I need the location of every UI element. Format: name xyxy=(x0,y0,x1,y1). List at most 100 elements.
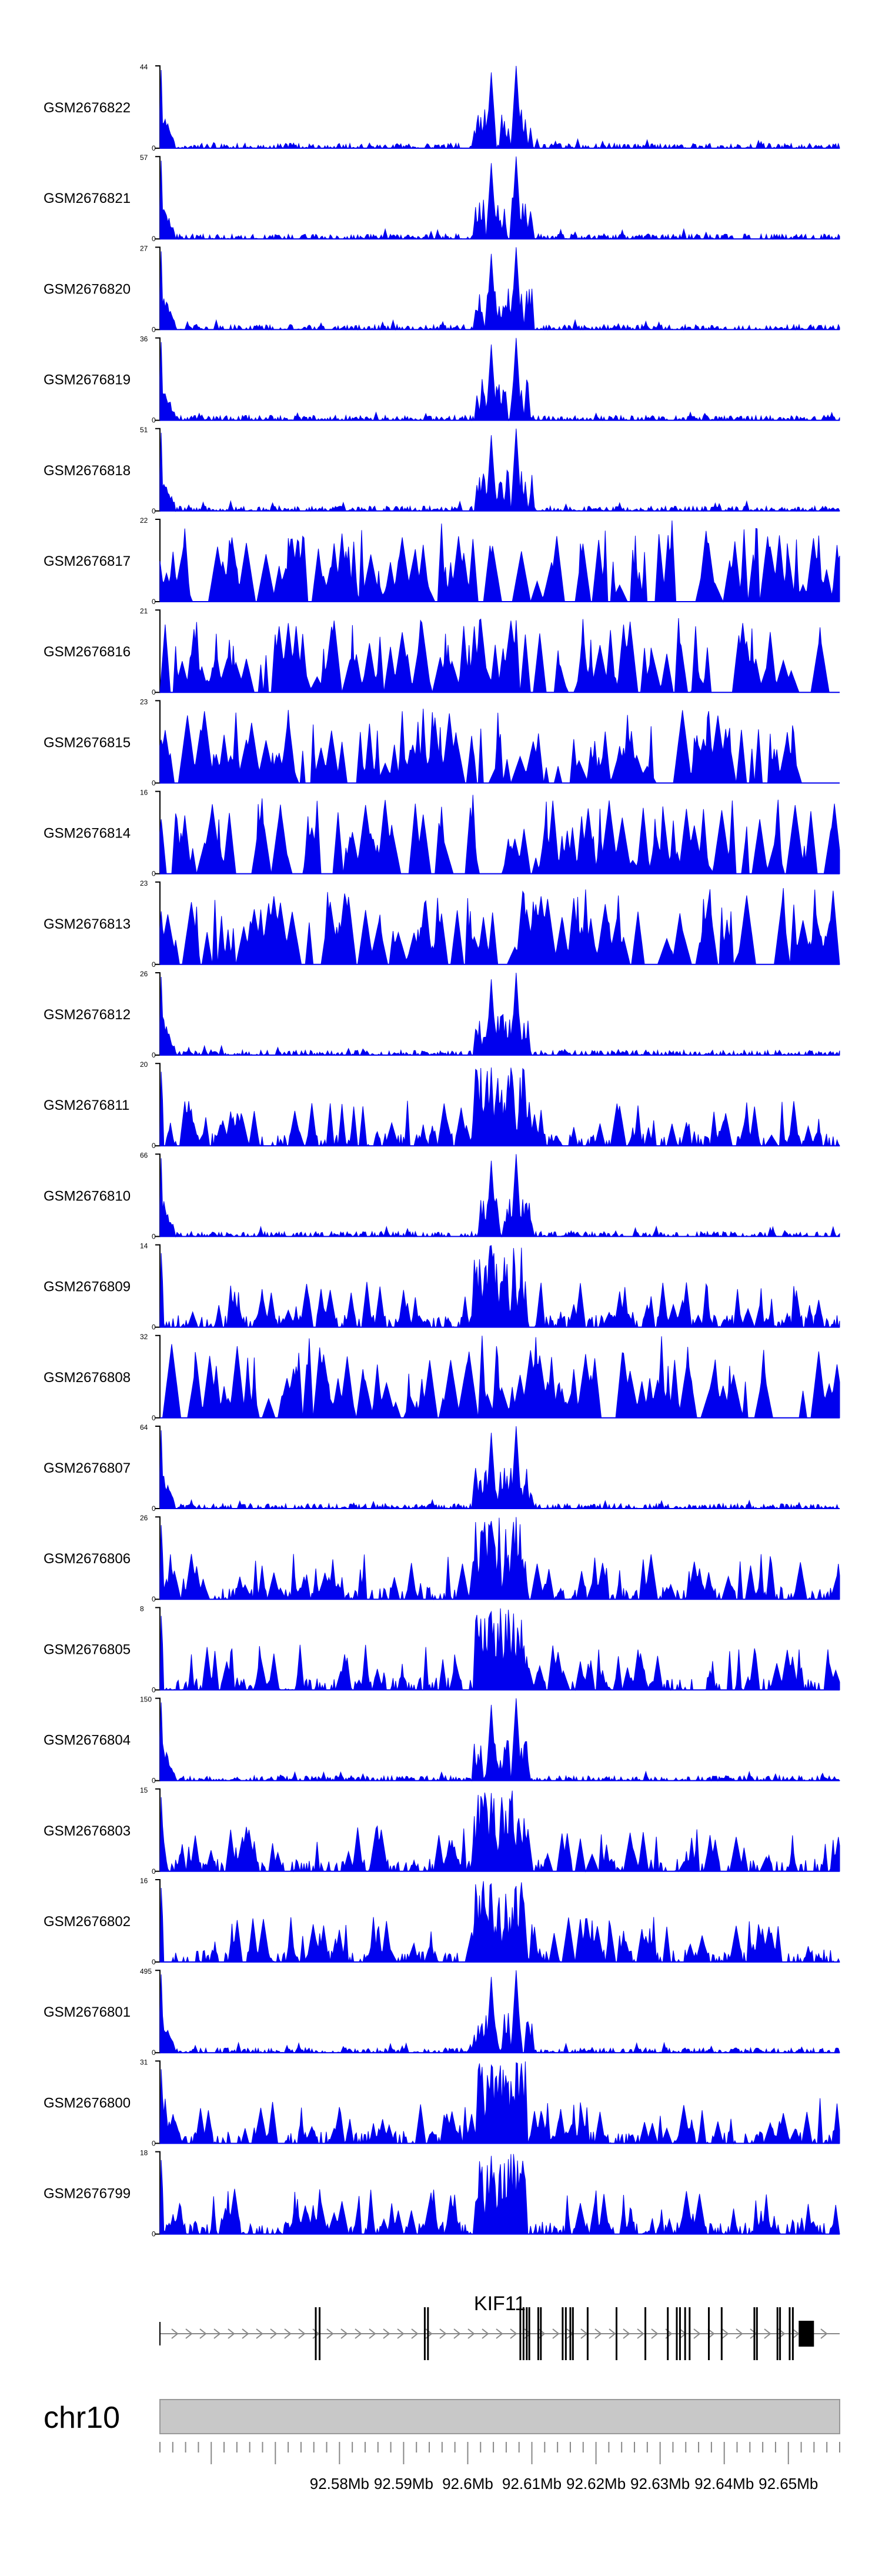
track-ymin-label: 0 xyxy=(152,1504,156,1513)
strand-arrow xyxy=(411,2328,419,2339)
axis-tick-label: 92.63Mb xyxy=(630,2475,690,2492)
chromosome-ideogram xyxy=(159,2399,840,2434)
track-y-axis xyxy=(155,428,161,512)
track-ymax-label: 22 xyxy=(140,516,148,525)
track-ymin-label: 0 xyxy=(152,235,156,243)
track-ymin-label: 0 xyxy=(152,1051,156,1059)
chromosome-label: chr10 xyxy=(44,2401,120,2435)
track-y-axis xyxy=(155,700,161,784)
track-label: GSM2676814 xyxy=(44,826,131,842)
track-label: GSM2676821 xyxy=(44,191,131,206)
track-label: GSM2676809 xyxy=(44,1279,131,1295)
track-signal-area xyxy=(159,247,840,331)
track-signal-area xyxy=(160,1336,840,1419)
track-y-axis xyxy=(155,519,161,602)
exon-mark xyxy=(519,2307,522,2360)
exon-mark xyxy=(315,2307,317,2360)
track-ymax-label: 15 xyxy=(140,1786,148,1794)
track-ymin-label: 0 xyxy=(152,1323,156,1332)
exon-mark xyxy=(564,2307,567,2360)
track-ymax-label: 16 xyxy=(140,1877,148,1885)
exon-mark xyxy=(708,2307,710,2360)
track-ymax-label: 66 xyxy=(140,1151,148,1159)
strand-arrow xyxy=(707,2328,715,2339)
track-label: GSM2676805 xyxy=(44,1641,131,1657)
track-ymax-label: 51 xyxy=(140,426,148,434)
strand-arrow xyxy=(453,2328,461,2339)
track-label: GSM2676802 xyxy=(44,1914,131,1930)
track-y-axis xyxy=(155,881,161,965)
track-label: GSM2676804 xyxy=(44,1733,131,1749)
exon-mark xyxy=(799,2321,814,2347)
track-y-axis xyxy=(155,609,161,693)
track-signal-area xyxy=(159,1970,840,2054)
track-y-axis xyxy=(155,1607,161,1691)
track-label: GSM2676811 xyxy=(44,1097,129,1113)
track-y-axis xyxy=(155,156,161,240)
exon-mark xyxy=(756,2307,758,2360)
track-y-axis xyxy=(155,1244,161,1328)
strand-arrow xyxy=(637,2328,644,2339)
exon-mark xyxy=(684,2307,686,2360)
track-ymin-label: 0 xyxy=(152,1686,156,1694)
track-y-axis xyxy=(155,1970,161,2054)
exon-mark xyxy=(528,2307,530,2360)
track-y-axis xyxy=(155,1879,161,1963)
strand-arrow xyxy=(256,2328,263,2339)
track-signal-area xyxy=(159,1790,840,1873)
track-label: GSM2676807 xyxy=(44,1460,131,1476)
track-ymin-label: 0 xyxy=(152,2230,156,2238)
strand-arrow xyxy=(199,2328,207,2339)
exon-mark xyxy=(776,2307,779,2360)
track-label: GSM2676799 xyxy=(44,2186,131,2202)
strand-arrow xyxy=(721,2328,729,2339)
strand-arrow xyxy=(594,2328,602,2339)
track-signal-area xyxy=(159,1067,840,1147)
strand-arrow xyxy=(496,2328,503,2339)
track-ymax-label: 18 xyxy=(140,2149,148,2157)
track-ymax-label: 21 xyxy=(140,607,148,615)
track-ymin-label: 0 xyxy=(152,688,156,696)
track-signal-area xyxy=(159,1608,840,1691)
track-label: GSM2676808 xyxy=(44,1370,131,1386)
strand-arrow xyxy=(397,2328,405,2339)
track-ymax-label: 26 xyxy=(140,970,148,978)
strand-arrow xyxy=(764,2328,771,2339)
exon-mark xyxy=(522,2307,524,2360)
track-label: GSM2676815 xyxy=(44,735,131,750)
track-signal-area xyxy=(159,795,840,875)
track-ymin-label: 0 xyxy=(152,960,156,969)
strand-arrow xyxy=(312,2328,320,2339)
exon-mark xyxy=(572,2307,574,2360)
track-ymax-label: 23 xyxy=(140,879,148,887)
track-label: GSM2676806 xyxy=(44,1551,131,1567)
track-ymax-label: 31 xyxy=(140,2058,148,2066)
track-y-axis xyxy=(155,1334,161,1419)
track-label: GSM2676820 xyxy=(44,281,131,297)
axis-tick-label: 92.64Mb xyxy=(694,2475,754,2492)
strand-arrow xyxy=(792,2328,800,2339)
track-signal-area xyxy=(159,156,840,241)
track-ymin-label: 0 xyxy=(152,507,156,515)
track-ymin-label: 0 xyxy=(152,598,156,606)
track-ymax-label: 495 xyxy=(140,1967,152,1976)
track-label: GSM2676817 xyxy=(44,553,131,569)
strand-arrow xyxy=(185,2328,193,2339)
track-ymin-label: 0 xyxy=(152,1867,156,1876)
exon-mark xyxy=(679,2307,681,2360)
track-label: GSM2676816 xyxy=(44,644,131,660)
track-ymin-label: 0 xyxy=(152,1414,156,1422)
strand-arrow xyxy=(439,2328,447,2339)
exon-mark xyxy=(789,2307,791,2360)
track-ymin-label: 0 xyxy=(152,144,156,152)
track-label: GSM2676803 xyxy=(44,1823,131,1839)
track-y-axis xyxy=(155,246,161,331)
track-ymax-label: 57 xyxy=(140,154,148,162)
track-y-axis xyxy=(155,1153,161,1237)
axis-tick-label: 92.59Mb xyxy=(374,2475,433,2492)
strand-arrow xyxy=(298,2328,306,2339)
track-ymax-label: 32 xyxy=(140,1333,148,1341)
track-ymax-label: 26 xyxy=(140,1514,148,1522)
strand-arrow xyxy=(820,2328,828,2339)
track-label: GSM2676800 xyxy=(44,2095,131,2111)
